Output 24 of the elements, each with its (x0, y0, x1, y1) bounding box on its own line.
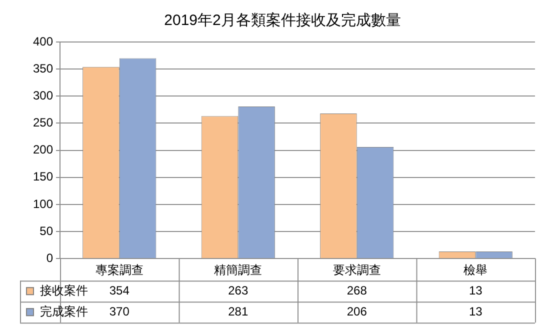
y-tick-label: 50 (40, 224, 54, 238)
x-tick-label: 精簡調查 (214, 263, 262, 278)
y-tick-label: 200 (32, 142, 54, 157)
y-tick-label: 100 (32, 196, 54, 211)
data-label: 268 (346, 283, 368, 298)
data-label: 13 (468, 304, 483, 318)
data-label: 13 (468, 283, 483, 298)
data-label: 281 (228, 304, 248, 318)
y-tick-label: 300 (32, 88, 54, 102)
y-tick-label: 400 (32, 34, 54, 48)
chart-title: 2019年2月各類案件接收及完成數量 (164, 12, 401, 30)
data-label: 206 (346, 304, 368, 318)
x-tick-label: 檢舉 (464, 263, 488, 278)
data-label: 263 (228, 283, 248, 298)
y-tick-label: 350 (32, 61, 54, 76)
y-tick-label: 0 (46, 250, 54, 265)
x-tick-label: 要求調查 (332, 263, 381, 278)
y-tick-label: 250 (32, 116, 54, 130)
y-tick-label: 150 (32, 170, 54, 184)
legend-label: 接收案件 (40, 283, 88, 298)
legend-label: 完成案件 (40, 304, 88, 318)
data-label: 370 (109, 304, 130, 318)
data-label: 354 (109, 283, 130, 298)
x-tick-label: 專案調查 (95, 263, 144, 278)
